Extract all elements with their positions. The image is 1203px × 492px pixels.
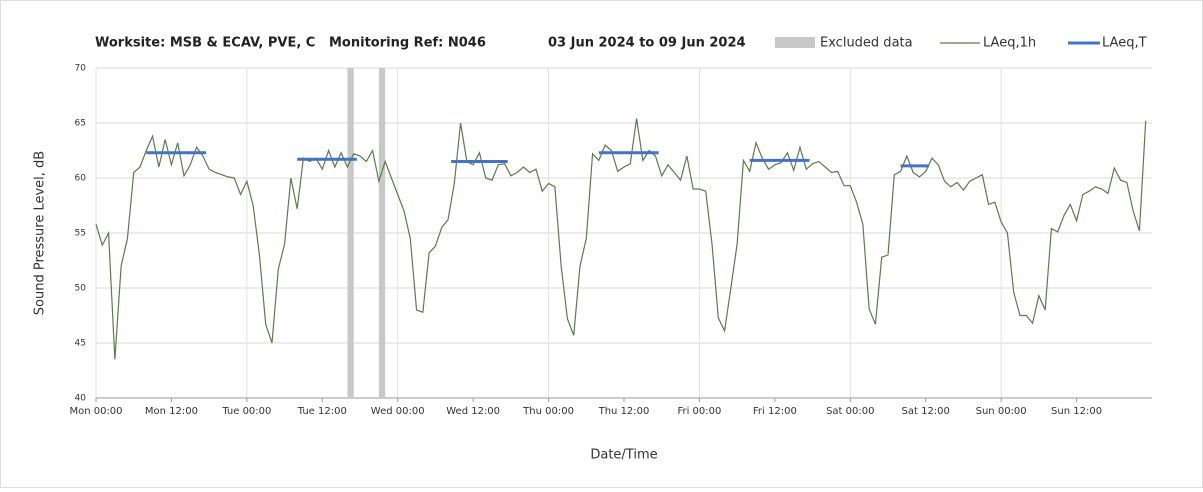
title-dates: 03 Jun 2024 to 09 Jun 2024 bbox=[548, 36, 746, 51]
y-tick-label: 55 bbox=[75, 229, 86, 239]
x-tick-label: Wed 12:00 bbox=[446, 406, 500, 417]
x-tick-label: Sat 12:00 bbox=[902, 406, 950, 417]
x-tick-label: Mon 12:00 bbox=[145, 406, 198, 417]
legend-swatch bbox=[775, 37, 815, 48]
series-line bbox=[95, 118, 1147, 360]
title-site: Worksite: MSB & ECAV, PVE, C bbox=[95, 36, 315, 51]
x-tick-label: Wed 00:00 bbox=[371, 406, 425, 417]
x-tick-label: Tue 12:00 bbox=[297, 406, 347, 417]
x-tick-label: Fri 12:00 bbox=[753, 406, 797, 417]
x-tick-label: Sat 00:00 bbox=[826, 406, 874, 417]
excluded-band bbox=[378, 68, 386, 398]
title-ref: Monitoring Ref: N046 bbox=[329, 36, 486, 51]
x-tick-label: Sun 12:00 bbox=[1051, 406, 1102, 417]
y-tick-label: 65 bbox=[75, 119, 86, 129]
x-axis-label: Date/Time bbox=[590, 448, 657, 463]
x-tick-label: Mon 00:00 bbox=[69, 406, 122, 417]
y-tick-label: 40 bbox=[75, 394, 87, 404]
x-tick-label: Thu 12:00 bbox=[598, 406, 650, 417]
x-tick-label: Tue 00:00 bbox=[221, 406, 271, 417]
x-tick-label: Fri 00:00 bbox=[677, 406, 721, 417]
x-tick-label: Thu 00:00 bbox=[522, 406, 574, 417]
legend-label: LAeq,1h bbox=[983, 36, 1036, 51]
y-tick-label: 60 bbox=[75, 174, 87, 184]
y-tick-label: 70 bbox=[75, 64, 87, 74]
y-tick-label: 45 bbox=[75, 339, 86, 349]
legend-label: Excluded data bbox=[820, 36, 913, 51]
excluded-band bbox=[347, 68, 354, 398]
legend-label: LAeq,T bbox=[1102, 36, 1147, 51]
y-axis-label: Sound Pressure Level, dB bbox=[33, 151, 48, 315]
y-tick-label: 50 bbox=[75, 284, 87, 294]
x-tick-label: Sun 00:00 bbox=[976, 406, 1027, 417]
